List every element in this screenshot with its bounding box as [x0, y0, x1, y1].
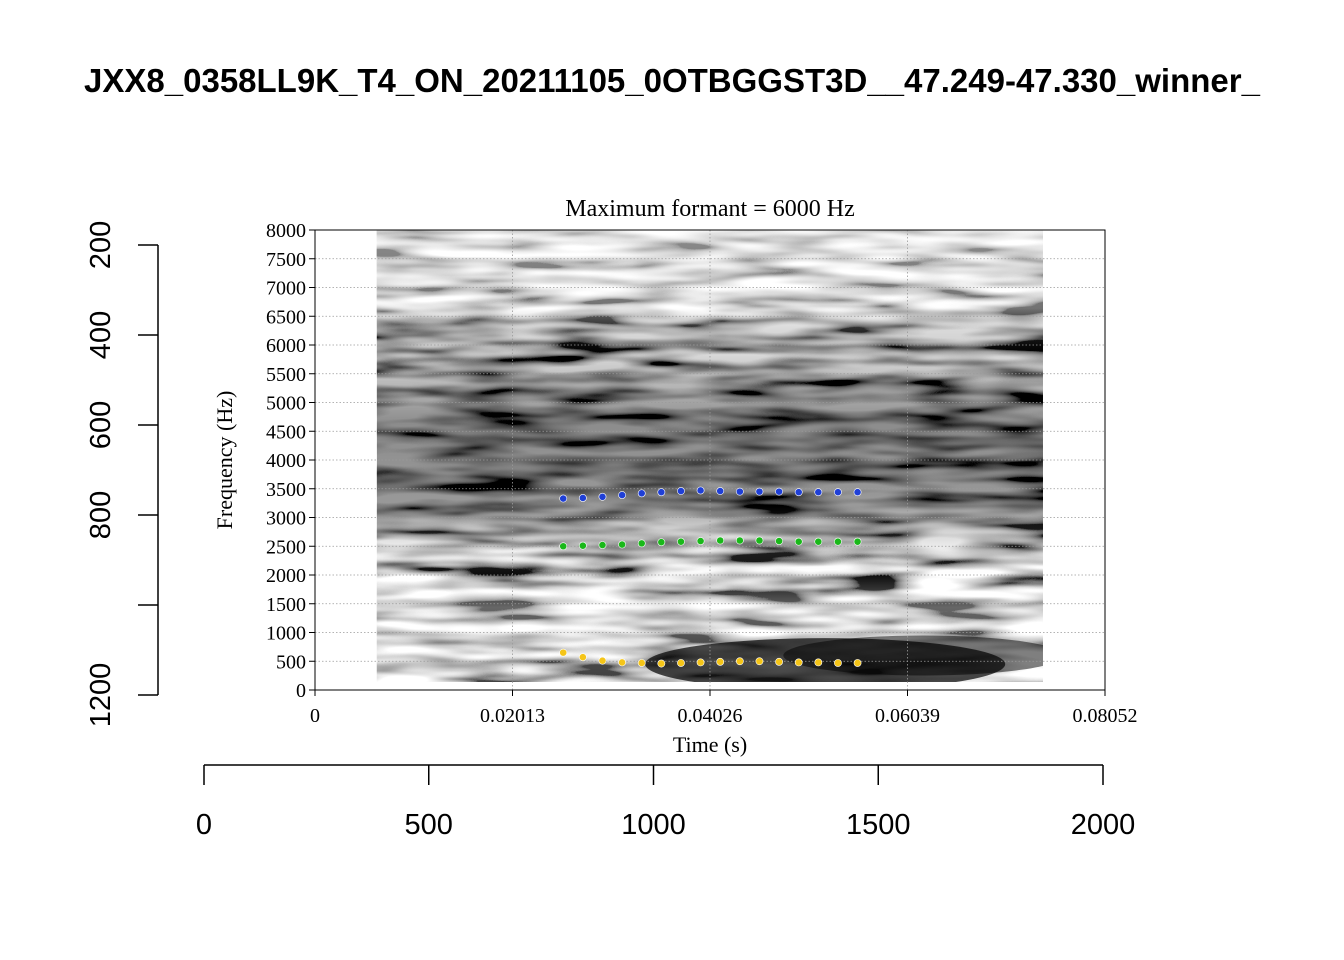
formant-point [657, 538, 666, 547]
formant-point [677, 487, 685, 495]
formant-point [755, 536, 764, 545]
formant-point [853, 537, 862, 546]
y-tick-label: 500 [276, 651, 306, 673]
formant-point [618, 491, 626, 499]
formant-point [578, 541, 587, 550]
y-tick-label: 5000 [266, 393, 306, 415]
formant-point [716, 536, 725, 545]
y-tick-label: 6500 [266, 306, 306, 328]
y-tick-label: 4000 [266, 450, 306, 472]
inner-x-axis: 0 0.02013 0.04026 0.06039 0.08052 [310, 689, 1138, 727]
formant-point [618, 540, 626, 549]
formant-point [814, 537, 823, 546]
formant-point [716, 657, 725, 666]
formant-point [735, 536, 744, 545]
outer-x-axis: 0 500 1000 1500 2000 [196, 764, 1136, 841]
formant-point [775, 537, 783, 545]
x-axis-label: Time (s) [673, 732, 747, 757]
outer-y-tick-label: 800 [85, 491, 117, 539]
formant-point [814, 488, 823, 497]
y-tick-label: 3000 [266, 508, 306, 530]
spectrogram-bands [376, 230, 1043, 682]
spectrogram-plot: Maximum formant = 6000 Hz 0 0.02013 0.0402… [212, 196, 1138, 757]
y-tick-label: 6000 [266, 335, 306, 357]
x-tick-label: 0.06039 [875, 705, 940, 727]
x-tick-label: 0 [310, 705, 320, 727]
x-tick-label: 0.04026 [678, 705, 743, 727]
outer-y-tick-label: 400 [85, 311, 117, 359]
y-tick-label: 3500 [266, 479, 306, 501]
formant-point [814, 658, 823, 667]
y-tick-label: 0 [296, 680, 306, 702]
y-tick-label: 4500 [266, 421, 306, 443]
formant-point [755, 487, 764, 496]
formant-point [794, 488, 803, 497]
formant-point [775, 487, 783, 496]
inner-y-axis: 0 500 1000 1500 2000 2500 3000 3500 4000 4500 5000… [266, 220, 316, 702]
y-tick-label: 7500 [266, 249, 306, 271]
outer-x-tick-label: 0 [196, 809, 212, 841]
outer-y-tick-label: 600 [85, 401, 117, 449]
formant-point [696, 537, 705, 545]
y-axis-label: Frequency (Hz) [212, 391, 237, 530]
spectrogram-title: Maximum formant = 6000 Hz [565, 196, 855, 222]
formant-point [677, 537, 685, 546]
outer-x-tick-label: 2000 [1071, 809, 1136, 841]
figure-title: JXX8_0358LL9K_T4_ON_20211105_0OTBGGST3D_… [84, 62, 1261, 99]
formant-point [853, 659, 862, 667]
y-tick-label: 5500 [266, 364, 306, 386]
formant-point [559, 494, 568, 503]
formant-point [696, 486, 705, 495]
formant-point [834, 659, 842, 667]
formant-point [578, 494, 587, 502]
formant-point [696, 658, 705, 667]
formant-point [559, 542, 568, 551]
formant-point [755, 657, 764, 666]
formant-point [598, 541, 607, 549]
spectrogram-image [376, 230, 1043, 682]
formant-point [657, 488, 666, 497]
formant-point [735, 657, 744, 666]
grid-lines [315, 230, 1105, 690]
y-tick-label: 7000 [266, 278, 306, 300]
formant-point [578, 653, 587, 662]
formant-point [657, 659, 666, 668]
formant-point [559, 648, 568, 657]
formant-point [637, 539, 646, 548]
spectrogram-dark-band [783, 635, 1043, 676]
y-tick-label: 1000 [266, 623, 306, 645]
y-tick-label: 2000 [266, 565, 306, 587]
y-tick-label: 8000 [266, 220, 306, 242]
y-tick-label: 2500 [266, 536, 306, 558]
formant-point [775, 657, 783, 666]
outer-x-tick-label: 1500 [846, 809, 911, 841]
formant-point [637, 489, 646, 498]
formant-points [559, 486, 862, 668]
formant-point [598, 492, 607, 501]
x-tick-label: 0.08052 [1073, 705, 1138, 727]
formant-point [794, 658, 803, 667]
formant-point [834, 537, 842, 546]
y-tick-label: 1500 [266, 594, 306, 616]
formant-point [677, 659, 685, 667]
formant-point [794, 537, 803, 546]
formant-point [618, 658, 626, 667]
formant-point [853, 488, 862, 497]
outer-y-axis: 200 400 600 800 1200 [85, 221, 159, 728]
outer-y-tick-label: 200 [85, 221, 117, 269]
formant-point [735, 487, 744, 496]
outer-y-tick-label: 1200 [85, 663, 117, 728]
x-tick-label: 0.02013 [480, 705, 545, 727]
formant-point [716, 487, 725, 495]
outer-x-tick-label: 1000 [621, 809, 686, 841]
formant-point [637, 659, 646, 667]
formant-point [834, 488, 842, 497]
outer-x-tick-label: 500 [405, 809, 453, 841]
formant-point [598, 656, 607, 665]
